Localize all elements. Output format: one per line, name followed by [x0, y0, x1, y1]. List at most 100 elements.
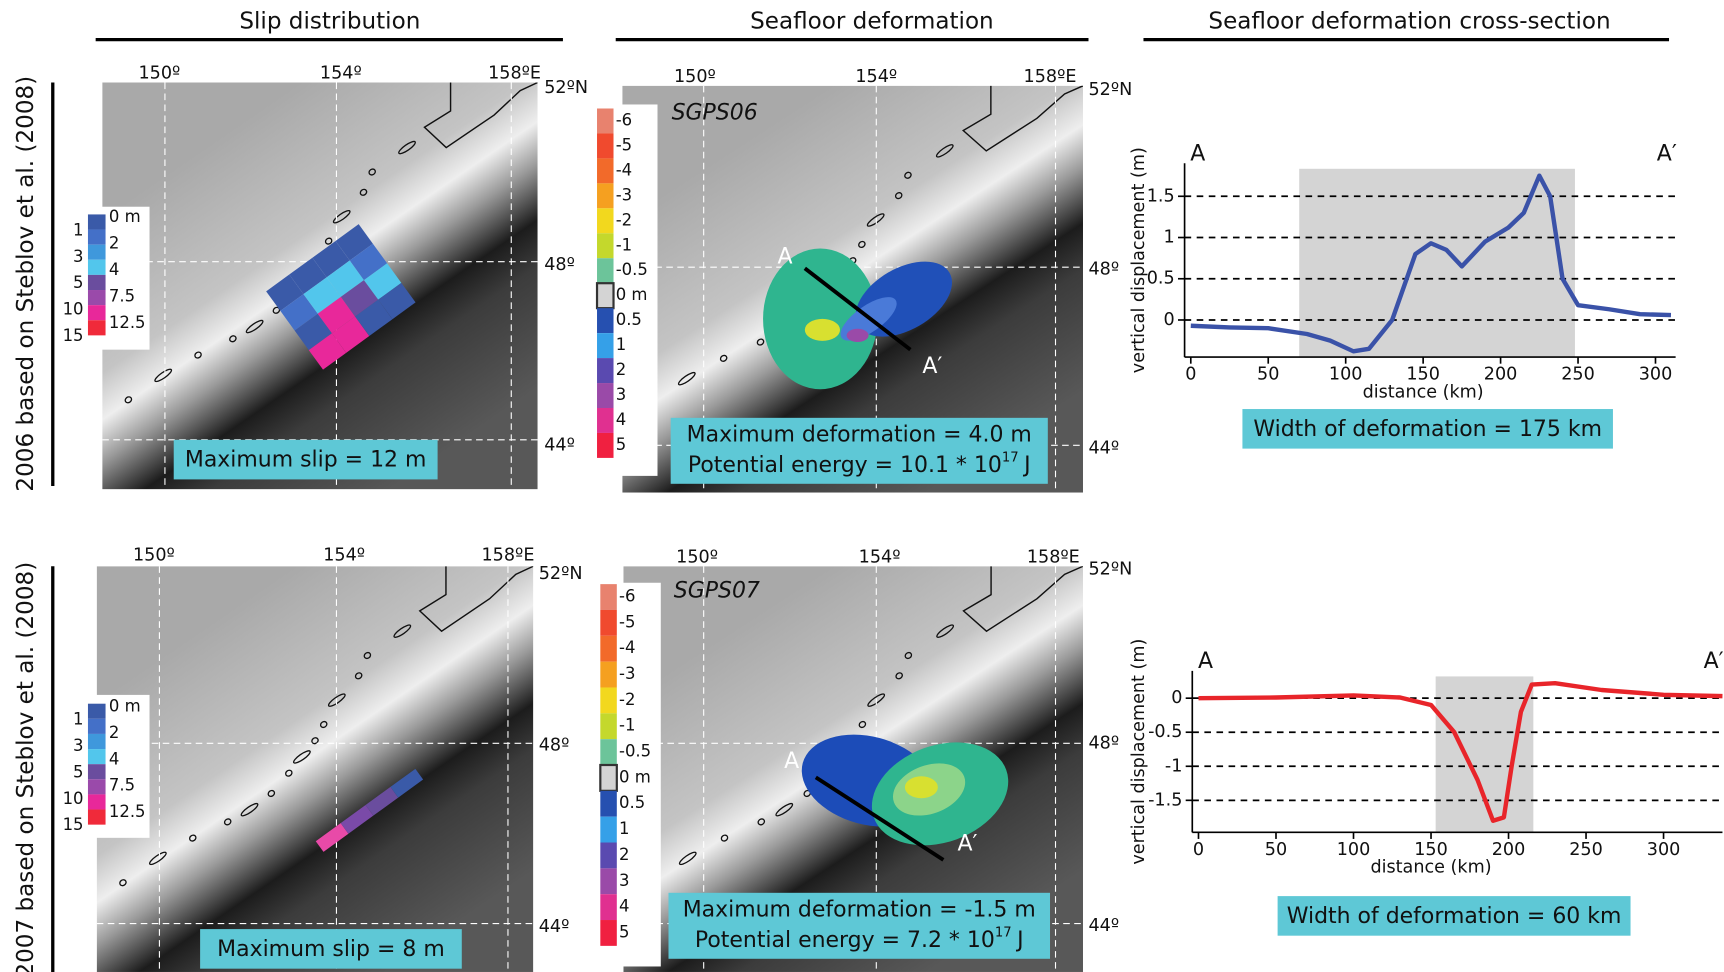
shaded-region	[1435, 676, 1534, 833]
profile-label: A	[778, 244, 793, 269]
legend-swatch	[87, 259, 106, 275]
slip-patch	[365, 786, 399, 816]
island	[894, 192, 903, 200]
legend-label: -1	[616, 235, 632, 254]
lon-label: 154º	[323, 545, 365, 565]
legend-swatch	[597, 258, 614, 284]
island	[154, 368, 173, 383]
profile-start: A	[1198, 649, 1213, 674]
row-label: 2007 based on Steblov et al. (2008)	[13, 562, 39, 972]
slip-patch	[335, 224, 373, 261]
island	[124, 396, 133, 404]
x-tick-label: 250	[1569, 840, 1603, 860]
profile-start: A	[1190, 142, 1205, 167]
lon-label: 158ºE	[1024, 67, 1077, 87]
lat-label: 52ºN	[539, 564, 583, 584]
lat-label: 44º	[1088, 916, 1119, 936]
legend-label: 2	[619, 845, 630, 864]
legend-label: 4	[109, 260, 120, 279]
legend-label: 7.5	[109, 286, 135, 305]
legend-swatch	[595, 282, 615, 310]
lon-label: 154º	[859, 547, 901, 567]
legend-label: 2	[109, 723, 120, 742]
slip-patch	[378, 282, 416, 320]
x-tick-label: 100	[1329, 365, 1363, 385]
legend-label: -6	[616, 110, 632, 129]
legend-swatch	[87, 718, 106, 734]
island	[240, 802, 259, 817]
legend-swatch	[87, 244, 106, 260]
legend-label: 0.5	[619, 793, 645, 812]
legend-label: 0 m	[619, 767, 651, 786]
y-tick-label: 0.5	[1147, 269, 1175, 289]
legend-label: 4	[616, 410, 627, 429]
caption: Maximum slip = 12 m	[185, 448, 427, 473]
x-tick-label: 50	[1265, 840, 1287, 860]
lat-label: 48º	[1088, 259, 1119, 279]
caption: Width of deformation = 175 km	[1253, 417, 1602, 442]
slip-patch	[363, 263, 402, 300]
island	[398, 140, 416, 155]
lon-label: 150º	[676, 547, 718, 567]
legend-label: -6	[619, 587, 635, 606]
legend-swatch	[87, 703, 106, 719]
legend-swatch	[597, 308, 614, 334]
coastline	[962, 566, 1083, 633]
y-tick-label: -1	[1165, 756, 1183, 776]
legend-swatch	[600, 842, 617, 869]
legend-swatch	[600, 661, 617, 688]
legend-swatch	[597, 158, 614, 184]
legend-swatch	[600, 635, 617, 662]
legend-label: -5	[619, 612, 635, 631]
lat-label: 44º	[1088, 439, 1119, 459]
caption-box	[200, 929, 462, 969]
x-tick-label: 0	[1185, 365, 1196, 385]
shaded-region	[1299, 168, 1575, 358]
island	[719, 354, 728, 362]
island	[775, 802, 794, 817]
island	[720, 834, 729, 842]
column-title: Seafloor deformation	[750, 9, 994, 35]
model-label: SGPS06	[672, 100, 758, 125]
lon-label: 154º	[320, 64, 362, 84]
legend-swatch	[87, 290, 106, 306]
slip-patch	[315, 823, 349, 852]
legend-swatch	[597, 333, 614, 359]
x-tick-label: 250	[1561, 365, 1595, 385]
profile-end: A′	[1657, 142, 1677, 167]
island	[245, 319, 264, 334]
legend-label: 1	[616, 335, 627, 354]
legend-swatch	[600, 816, 617, 843]
legend-label: 0 m	[109, 696, 141, 715]
caption-exponent: 17	[995, 925, 1012, 940]
lon-label: 150º	[674, 67, 716, 87]
legend-label: -5	[616, 135, 632, 154]
island	[677, 371, 696, 386]
slip-patch	[303, 277, 341, 314]
slip-patch	[355, 299, 393, 337]
island	[311, 737, 319, 745]
slip-patch	[308, 333, 347, 370]
slip-patch	[289, 257, 327, 295]
island	[148, 851, 167, 866]
legend-label: 10	[63, 300, 84, 319]
legend-label: 10	[63, 789, 84, 808]
legend-label: -0.5	[616, 260, 648, 279]
island	[935, 144, 954, 158]
lon-label: 154º	[855, 67, 897, 87]
island	[678, 851, 697, 866]
lat-label: 52ºN	[544, 78, 588, 98]
slip-patch	[390, 768, 424, 798]
legend-label: -3	[616, 185, 632, 204]
profile-label: A	[784, 749, 799, 774]
lon-label: 150º	[133, 545, 175, 565]
caption-box	[1277, 896, 1631, 936]
lat-label: 48º	[539, 735, 570, 755]
legend-swatch	[600, 584, 617, 610]
island	[223, 818, 232, 826]
column-title: Seafloor deformation cross-section	[1208, 9, 1610, 35]
legend-swatch	[87, 305, 106, 321]
island	[359, 188, 368, 196]
caption: Maximum deformation = 4.0 m	[687, 422, 1032, 447]
